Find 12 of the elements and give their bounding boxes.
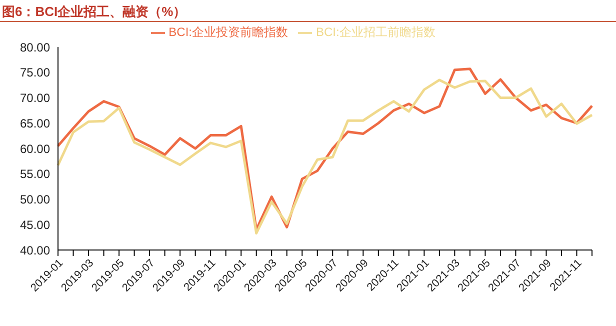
y-tick-label: 40.00: [20, 243, 50, 258]
y-tick-label: 70.00: [20, 91, 50, 106]
legend-label: BCI:企业投资前瞻指数: [168, 25, 288, 39]
y-tick-label: 65.00: [20, 116, 50, 130]
y-tick-label: 45.00: [20, 218, 50, 232]
chart-title: 图6：BCI企业招工、融资（%）: [0, 0, 616, 22]
y-tick-label: 75.00: [20, 66, 50, 80]
y-tick-label: 55.00: [20, 167, 50, 182]
y-tick-label: 80.00: [20, 40, 50, 54]
y-tick-label: 50.00: [20, 192, 50, 207]
legend-label: BCI:企业招工前瞻指数: [316, 25, 436, 39]
y-tick-label: 60.00: [20, 142, 50, 156]
